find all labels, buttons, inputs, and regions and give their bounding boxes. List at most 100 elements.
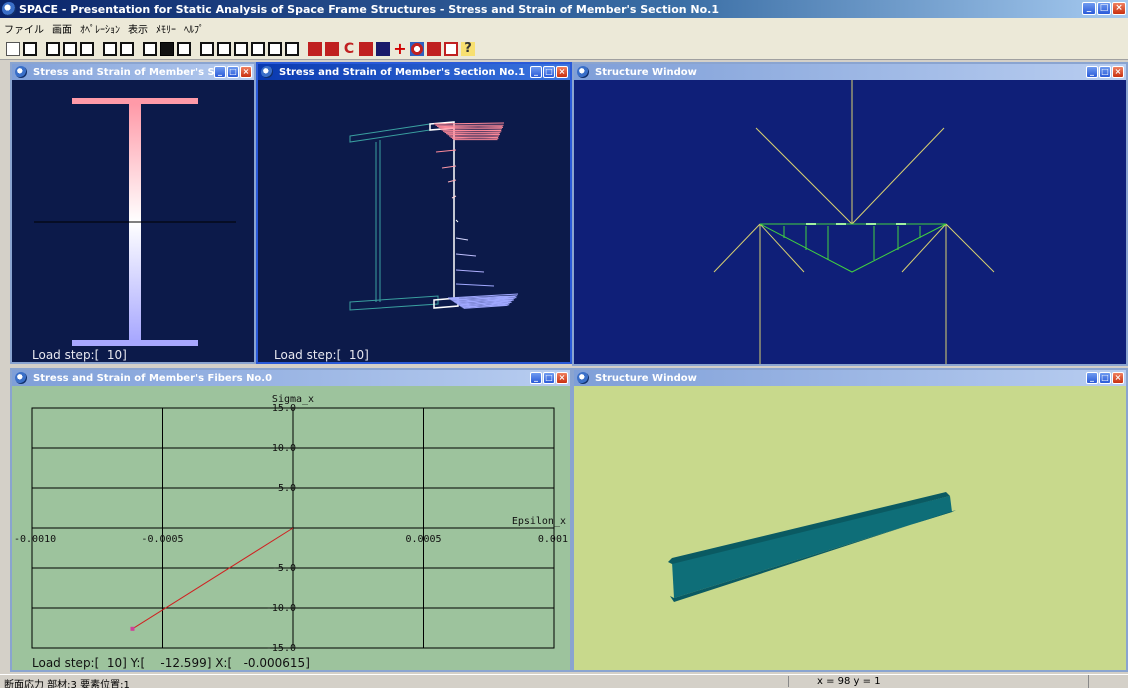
- section-elevation-window[interactable]: Stress and Strain of Member's Sect... _ …: [10, 62, 256, 364]
- truss-drawing: [713, 80, 995, 364]
- target-icon[interactable]: [410, 41, 424, 56]
- close-button[interactable]: ×: [1112, 2, 1126, 15]
- window-title-bar[interactable]: Structure Window _ □ ×: [574, 64, 1126, 80]
- status-text: 断面応力 部材:3 要素位置:1: [4, 680, 130, 688]
- window-title: Stress and Strain of Member's Section No…: [279, 66, 526, 78]
- red-tool-icon[interactable]: [308, 41, 322, 56]
- close-button[interactable]: ×: [556, 372, 568, 384]
- close-button[interactable]: ×: [1112, 372, 1124, 384]
- maximize-button[interactable]: □: [543, 372, 555, 384]
- minimize-button[interactable]: _: [1086, 66, 1098, 78]
- stress-arrow: [449, 295, 518, 300]
- new-file-icon[interactable]: [6, 41, 20, 56]
- help-icon[interactable]: ?: [461, 41, 475, 56]
- window-title-bar[interactable]: Stress and Strain of Member's Section No…: [258, 64, 570, 80]
- status-pane: [1088, 675, 1128, 688]
- close-button[interactable]: ×: [1112, 66, 1124, 78]
- series-line: [132, 527, 294, 630]
- stress-arrow: [455, 219, 459, 223]
- stress-arrow: [462, 303, 509, 309]
- cursor-coordinates: x = 98 y = 1: [788, 676, 1088, 687]
- menu-file[interactable]: ファイル: [4, 24, 44, 36]
- y-tick-label: -10.0: [266, 603, 296, 614]
- beam-top-flange: [668, 492, 950, 564]
- maximize-button[interactable]: □: [1099, 66, 1111, 78]
- box-icon[interactable]: [444, 41, 458, 56]
- frame-icon[interactable]: [285, 41, 299, 56]
- menu-help[interactable]: ﾍﾙﾌﾟ: [184, 24, 204, 36]
- minimize-button[interactable]: _: [214, 66, 226, 78]
- section-3d-window[interactable]: Stress and Strain of Member's Section No…: [256, 62, 572, 364]
- frame-icon[interactable]: [268, 41, 282, 56]
- maximize-button[interactable]: □: [1099, 372, 1111, 384]
- menu-screen[interactable]: 画面: [52, 24, 72, 36]
- y-axis-label: Sigma_x: [272, 394, 314, 405]
- stress-arrow: [452, 297, 515, 302]
- toolbar: C + ?: [0, 38, 1128, 60]
- load-step-label: Load step:[ 10]: [274, 348, 369, 362]
- fiber-chart-window[interactable]: Stress and Strain of Member's Fibers No.…: [10, 368, 572, 672]
- stress-arrow: [447, 179, 457, 183]
- red-tool-icon[interactable]: [427, 41, 441, 56]
- stress-arrow: [455, 283, 495, 287]
- step-start-icon[interactable]: [46, 41, 60, 56]
- beam-3d-canvas: [574, 386, 1126, 670]
- i-section-drawing: [34, 98, 236, 346]
- minimize-button[interactable]: _: [1086, 372, 1098, 384]
- menu-view[interactable]: 表示: [128, 24, 148, 36]
- frame-icon[interactable]: [234, 41, 248, 56]
- zoom-icon[interactable]: [143, 41, 157, 56]
- maximize-button[interactable]: □: [543, 66, 555, 78]
- maximize-button[interactable]: □: [227, 66, 239, 78]
- stress-arrow: [459, 302, 511, 307]
- space-app-icon: [577, 372, 589, 384]
- frame-icon[interactable]: [217, 41, 231, 56]
- frame-icon[interactable]: [200, 41, 214, 56]
- fast-forward-icon[interactable]: [103, 41, 117, 56]
- y-tick-label: 5.0: [278, 483, 296, 494]
- minimize-button[interactable]: _: [530, 372, 542, 384]
- print-icon[interactable]: [23, 41, 37, 56]
- top-flange-outline: [349, 123, 431, 143]
- beam-bottom-flange: [670, 510, 956, 602]
- stress-arrow: [433, 122, 505, 125]
- stop-icon[interactable]: [63, 41, 77, 56]
- minimize-button[interactable]: _: [530, 66, 542, 78]
- red-tool-icon[interactable]: [325, 41, 339, 56]
- close-button[interactable]: ×: [556, 66, 568, 78]
- menu-bar: ファイル 画面 ｵﾍﾟﾚｰｼｮﾝ 表示 ﾒﾓﾘｰ ﾍﾙﾌﾟ: [0, 18, 1128, 38]
- close-button[interactable]: ×: [240, 66, 252, 78]
- minimize-button[interactable]: _: [1082, 2, 1096, 15]
- stress-arrow: [435, 149, 457, 153]
- window-title-bar[interactable]: Stress and Strain of Member's Sect... _ …: [12, 64, 254, 80]
- grid-icon[interactable]: [160, 41, 174, 56]
- structure-window-top[interactable]: Structure Window _ □ ×: [572, 62, 1128, 366]
- window-title-bar[interactable]: Structure Window _ □ ×: [574, 370, 1126, 386]
- structure-window-bottom[interactable]: Structure Window _ □ ×: [572, 368, 1128, 672]
- chart-status-label: Load step:[ 10] Y:[ -12.599] X:[ -0.0006…: [32, 656, 310, 670]
- menu-memory[interactable]: ﾒﾓﾘｰ: [156, 24, 176, 36]
- current-point-marker: [130, 626, 135, 631]
- stress-arrow: [451, 195, 457, 199]
- stress-arrow: [442, 129, 502, 132]
- app-title-bar: SPACE - Presentation for Static Analysis…: [0, 0, 1128, 18]
- window-title: Stress and Strain of Member's Sect...: [33, 66, 214, 78]
- x-tick-label: -0.0005: [141, 534, 183, 545]
- frame-icon[interactable]: [251, 41, 265, 56]
- x-tick-label: -0.0010: [14, 534, 56, 545]
- y-tick-label: 10.0: [272, 443, 296, 454]
- restore-button[interactable]: □: [1097, 2, 1111, 15]
- menu-operation[interactable]: ｵﾍﾟﾚｰｼｮﾝ: [80, 24, 120, 36]
- rewind-icon[interactable]: [120, 41, 134, 56]
- cross-icon[interactable]: +: [393, 38, 407, 58]
- red-tool-icon[interactable]: [359, 41, 373, 56]
- window-title-bar[interactable]: Stress and Strain of Member's Fibers No.…: [12, 370, 570, 386]
- window-title: Structure Window: [595, 66, 697, 78]
- c-icon[interactable]: C: [343, 40, 355, 57]
- window-icon[interactable]: [177, 41, 191, 56]
- space-app-icon: [2, 2, 16, 16]
- navy-tool-icon[interactable]: [376, 41, 390, 56]
- step-forward-icon[interactable]: [80, 41, 94, 56]
- stress-arrows-drawing: [349, 121, 519, 311]
- space-app-icon: [15, 66, 27, 78]
